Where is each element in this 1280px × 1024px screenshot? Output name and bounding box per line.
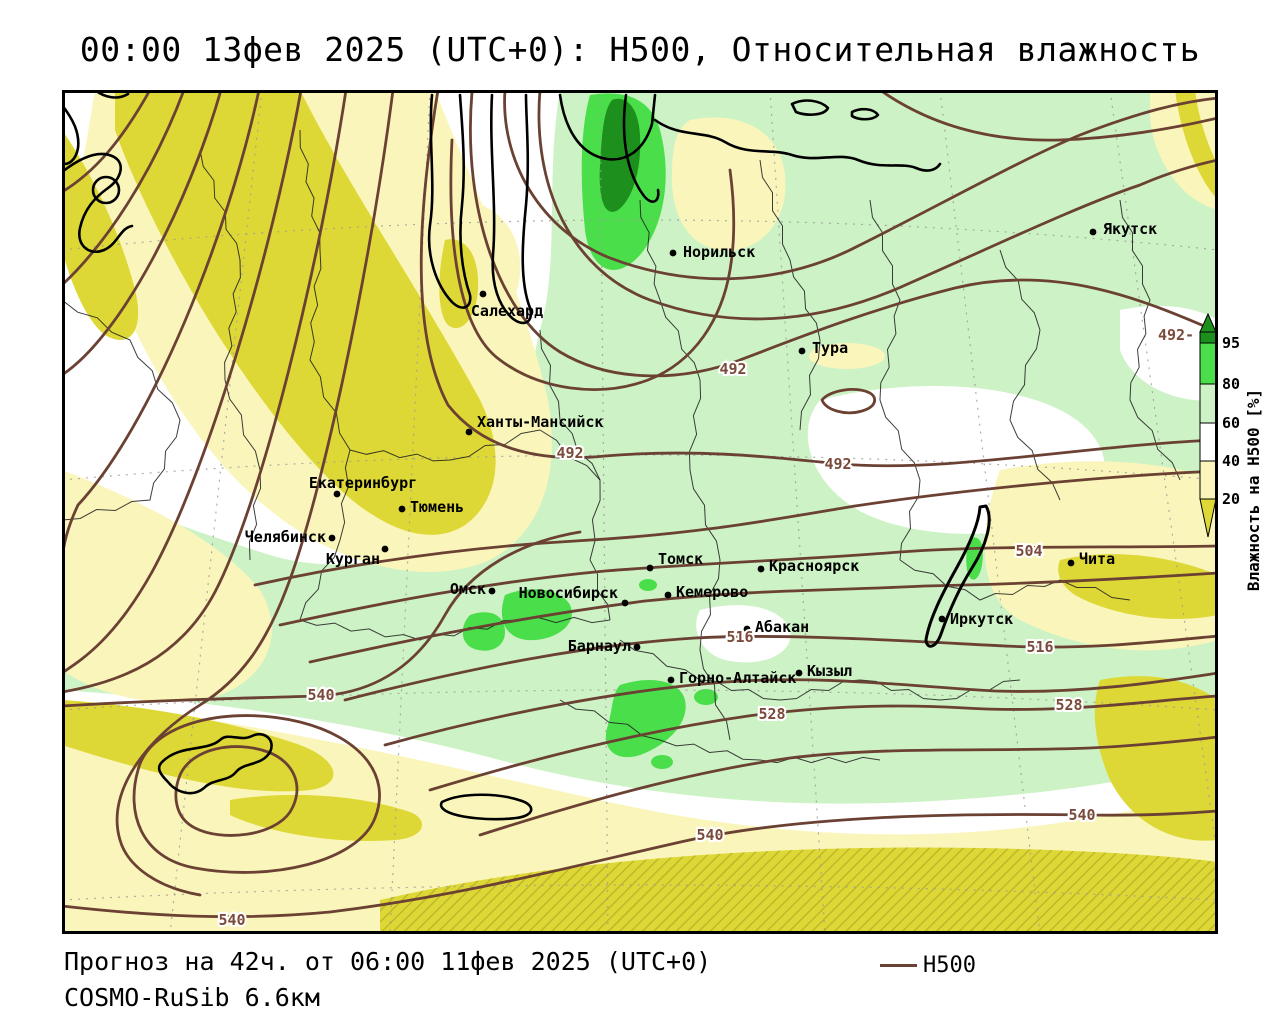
colorbar-tick-label: 95 — [1222, 334, 1240, 352]
coastline — [62, 90, 991, 821]
lake-balkhash — [157, 732, 273, 795]
city-label: Курган — [326, 550, 380, 568]
city-label: Кызыл — [807, 662, 852, 680]
region-border — [559, 699, 881, 764]
humidity-region-gt-95 — [599, 98, 641, 212]
city-label: Чита — [1079, 550, 1115, 568]
colorbar-tick-label: 20 — [1222, 490, 1240, 508]
city-marker — [333, 490, 341, 498]
city-label: Барнаул — [568, 637, 631, 655]
city-marker — [328, 534, 336, 542]
region-border — [1119, 199, 1181, 481]
colorbar-tick-label: 40 — [1222, 452, 1240, 470]
contour-label: 492 — [824, 455, 851, 473]
region-border — [869, 199, 921, 561]
region-border — [62, 299, 181, 521]
region-border — [759, 159, 821, 431]
map-frame — [62, 90, 1218, 934]
city-marker — [798, 347, 806, 355]
colorbar-ticks: 95 80 60 40 20 — [1222, 334, 1240, 508]
city-marker — [479, 290, 487, 298]
model-line: COSMO-RuSib 6.6км — [64, 983, 320, 1012]
city-marker — [664, 591, 672, 599]
contour-labels-layer: 492 492 492 492- 504 516 516 528 528 540 540 540 540 — [216, 324, 1196, 931]
city-marker — [398, 505, 406, 513]
colorbar-tick-label: 60 — [1222, 414, 1240, 432]
city-marker — [646, 564, 654, 572]
contour-label: 540 — [218, 911, 245, 929]
city-label: Якутск — [1103, 220, 1157, 238]
city-label: Тюмень — [410, 498, 464, 516]
region-border — [539, 329, 611, 621]
city-marker — [795, 669, 803, 677]
city-marker — [1089, 228, 1097, 236]
region-border — [999, 249, 1061, 501]
h500-contours — [62, 90, 1218, 919]
city-label: Абакан — [755, 618, 809, 636]
region-border — [899, 559, 1131, 601]
h500-legend: H500 — [880, 953, 976, 978]
city-marker — [757, 565, 765, 573]
contour-label: 540 — [307, 686, 334, 704]
contour-label: 528 — [1055, 696, 1082, 714]
city-marker — [1067, 559, 1075, 567]
city-label: Челябинск — [245, 528, 326, 546]
city-label: Норильск — [683, 243, 755, 261]
region-borders — [62, 129, 1181, 764]
humidity-region-lt-20 — [62, 90, 1218, 934]
city-label: Екатеринбург — [309, 474, 417, 492]
contour-label: 540 — [696, 826, 723, 844]
contour-label: 528 — [758, 705, 785, 723]
contour-label: 492- — [1158, 326, 1194, 344]
contour-label: 516 — [1026, 638, 1053, 656]
city-label: Иркутск — [950, 610, 1013, 628]
city-marker — [667, 676, 675, 684]
city-label: Красноярск — [769, 557, 859, 575]
city-label: Горно-Алтайск — [679, 669, 796, 687]
contour-label: 492 — [719, 360, 746, 378]
city-label: Кемерово — [676, 583, 748, 601]
region-border — [619, 639, 1021, 701]
region-border — [639, 199, 731, 741]
lake-zaysan — [439, 793, 533, 821]
city-marker — [633, 643, 641, 651]
footer: Прогноз на 42ч. от 06:00 11фев 2025 (UTC… — [64, 944, 711, 1016]
region-border — [299, 129, 351, 621]
city-marker — [465, 428, 473, 436]
forecast-line: Прогноз на 42ч. от 06:00 11фев 2025 (UTC… — [64, 947, 712, 976]
city-marker — [488, 587, 496, 595]
contour-label: 492 — [556, 444, 583, 462]
colorbar-tick-label: 80 — [1222, 375, 1240, 393]
city-label: Ханты-Мансийск — [477, 413, 603, 431]
city-marker — [669, 249, 677, 257]
h500-legend-label: H500 — [923, 953, 976, 978]
region-border — [299, 616, 611, 641]
h500-line-sample — [880, 964, 917, 967]
city-label: Салехард — [471, 302, 543, 320]
city-label: Омск — [450, 580, 486, 598]
city-marker — [938, 615, 946, 623]
graticule — [62, 90, 1218, 934]
city-marker — [621, 599, 629, 607]
city-label: Тура — [812, 339, 848, 357]
page-title: 00:00 13фев 2025 (UTC+0): H500, Относите… — [79, 30, 1201, 69]
contour-label: 540 — [1068, 806, 1095, 824]
city-label: Томск — [658, 550, 703, 568]
city-marker — [743, 625, 751, 633]
cities-layer: Норильск Якутск Салехард Тура Ханты-Мансийск… — [245, 220, 1157, 687]
colorbar — [1199, 312, 1217, 538]
colorbar-title: Влажность на H500 [%] — [1244, 389, 1263, 591]
region-border — [349, 429, 601, 481]
contour-label: 516 — [726, 628, 753, 646]
city-marker — [381, 545, 389, 553]
contour-label: 504 — [1015, 542, 1042, 560]
city-label: Новосибирск — [519, 584, 618, 602]
lake-baikal — [924, 504, 991, 648]
